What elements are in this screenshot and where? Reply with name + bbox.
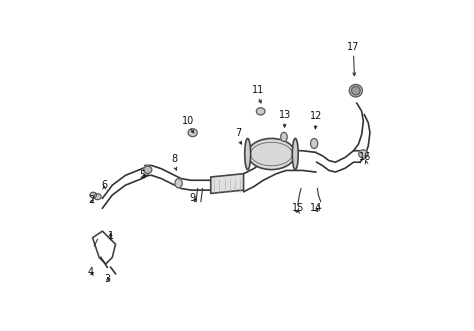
Ellipse shape — [188, 129, 197, 137]
Ellipse shape — [175, 179, 182, 188]
Ellipse shape — [256, 108, 265, 115]
Text: 7: 7 — [236, 128, 242, 138]
Text: 9: 9 — [190, 193, 196, 203]
Text: 17: 17 — [347, 42, 360, 52]
Text: 12: 12 — [310, 111, 322, 121]
Text: 6: 6 — [101, 180, 107, 190]
Text: 15: 15 — [292, 203, 304, 213]
Ellipse shape — [349, 84, 363, 97]
Ellipse shape — [251, 142, 292, 166]
Text: 10: 10 — [182, 116, 194, 126]
Ellipse shape — [144, 166, 152, 173]
Ellipse shape — [359, 150, 368, 158]
Ellipse shape — [281, 132, 287, 142]
Text: 14: 14 — [310, 203, 322, 213]
Text: 13: 13 — [278, 110, 291, 119]
Ellipse shape — [94, 194, 101, 200]
Text: 11: 11 — [252, 85, 264, 95]
Text: 1: 1 — [108, 231, 114, 241]
Ellipse shape — [245, 138, 251, 169]
Text: 2: 2 — [88, 195, 94, 205]
Text: 16: 16 — [359, 152, 371, 162]
Text: 8: 8 — [172, 154, 178, 164]
Circle shape — [352, 86, 360, 95]
Ellipse shape — [310, 139, 318, 148]
Ellipse shape — [292, 138, 298, 169]
Polygon shape — [211, 174, 244, 193]
Text: 5: 5 — [139, 170, 145, 180]
Ellipse shape — [90, 192, 97, 198]
Ellipse shape — [248, 138, 295, 169]
Text: 4: 4 — [88, 267, 94, 277]
Text: 3: 3 — [104, 274, 110, 284]
